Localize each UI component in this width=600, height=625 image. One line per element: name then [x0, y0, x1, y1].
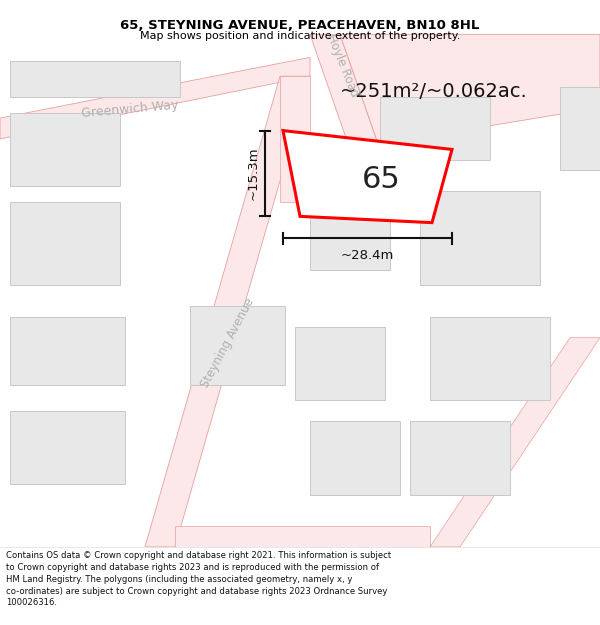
Polygon shape — [310, 34, 380, 149]
Polygon shape — [430, 338, 600, 547]
Polygon shape — [10, 113, 120, 186]
Polygon shape — [310, 421, 400, 494]
Polygon shape — [10, 411, 125, 484]
Polygon shape — [430, 317, 550, 401]
Polygon shape — [145, 76, 310, 547]
Polygon shape — [410, 421, 510, 494]
Text: Greenwich Way: Greenwich Way — [81, 99, 179, 121]
Text: 65: 65 — [362, 165, 401, 194]
Polygon shape — [280, 76, 310, 202]
Text: 65, STEYNING AVENUE, PEACEHAVEN, BN10 8HL: 65, STEYNING AVENUE, PEACEHAVEN, BN10 8H… — [121, 19, 479, 32]
Text: Contains OS data © Crown copyright and database right 2021. This information is : Contains OS data © Crown copyright and d… — [6, 551, 391, 608]
Polygon shape — [420, 191, 540, 286]
Polygon shape — [283, 131, 452, 222]
Polygon shape — [340, 34, 600, 149]
Text: ~28.4m: ~28.4m — [341, 249, 394, 262]
Polygon shape — [560, 87, 600, 171]
Text: ~251m²/~0.062ac.: ~251m²/~0.062ac. — [340, 82, 528, 101]
Polygon shape — [175, 526, 430, 547]
Text: ~15.3m: ~15.3m — [247, 147, 260, 200]
Polygon shape — [10, 61, 180, 97]
Text: Map shows position and indicative extent of the property.: Map shows position and indicative extent… — [140, 31, 460, 41]
Polygon shape — [0, 58, 310, 139]
Text: Hoyle Road: Hoyle Road — [325, 32, 362, 99]
Polygon shape — [380, 97, 490, 160]
Polygon shape — [190, 306, 285, 385]
Text: Steyning Avenue: Steyning Avenue — [199, 296, 257, 390]
Polygon shape — [310, 202, 390, 270]
Polygon shape — [10, 202, 120, 286]
Polygon shape — [10, 317, 125, 385]
Polygon shape — [295, 328, 385, 401]
